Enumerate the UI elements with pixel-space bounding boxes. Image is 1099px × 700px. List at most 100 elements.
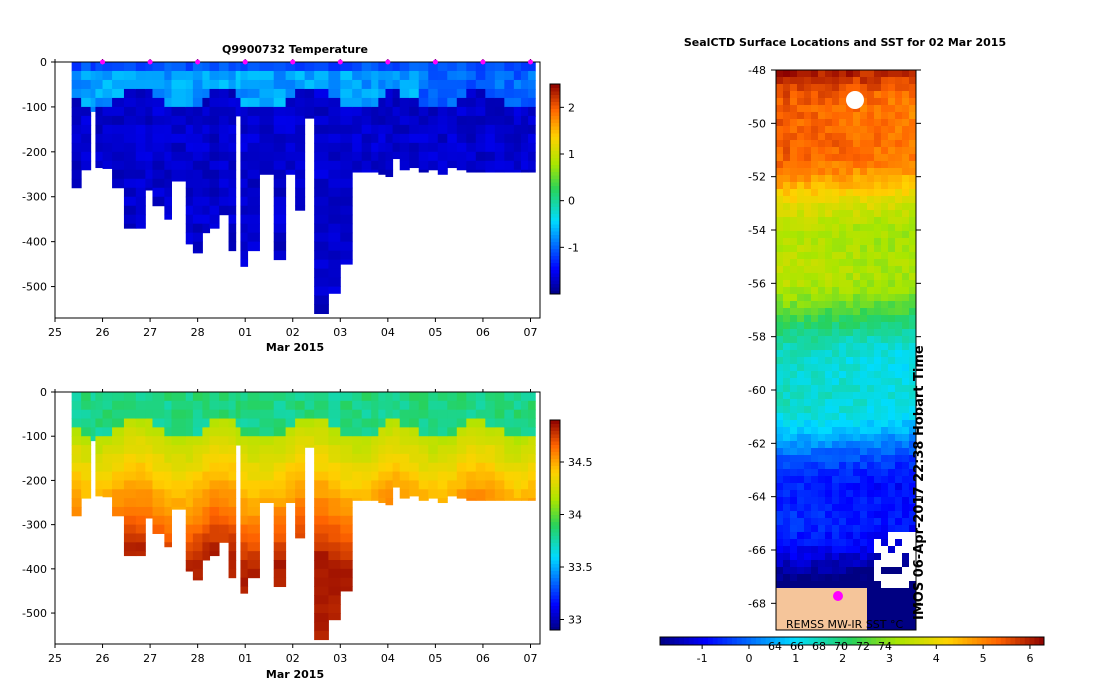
seal-location-marker	[833, 591, 843, 601]
sst-pixel	[860, 294, 868, 302]
section-cell	[361, 142, 372, 153]
sst-pixel	[888, 392, 896, 400]
section-cell	[273, 551, 287, 561]
section-cell	[295, 79, 306, 90]
section-cell	[71, 445, 82, 455]
sst-pixel	[902, 301, 910, 309]
sst-pixel	[881, 532, 889, 540]
sst-pixel	[776, 175, 784, 183]
section-cell	[456, 409, 467, 420]
section-cell	[399, 462, 410, 473]
section-cell	[520, 462, 529, 473]
sst-pixel	[832, 350, 840, 358]
section-cell	[328, 88, 341, 99]
section-cell	[247, 223, 260, 234]
sst-pixel	[909, 434, 917, 442]
section-cell	[371, 169, 379, 173]
sst-pixel	[888, 231, 896, 239]
section-cell	[385, 115, 394, 126]
section-cell	[304, 79, 315, 90]
section-cell	[219, 436, 230, 446]
sst-colorbar: -1 0 1 2 3 4 5 664 66 68 70 72 74	[659, 636, 1045, 665]
colorbar-tick-label: 1	[568, 148, 575, 161]
colorbar-segment	[550, 616, 560, 620]
sst-pixel	[797, 287, 805, 295]
section-cell	[171, 133, 187, 144]
section-cell	[328, 70, 341, 81]
section-cell	[192, 214, 203, 225]
section-cell	[192, 498, 203, 508]
section-cell	[295, 62, 306, 72]
section-cell	[247, 196, 260, 207]
section-cell	[385, 445, 394, 455]
sst-pixel	[783, 259, 791, 267]
section-cell	[409, 392, 420, 402]
sst-pixel	[867, 399, 875, 407]
sst-pixel	[902, 525, 910, 533]
section-cell	[399, 418, 410, 428]
section-cell	[520, 427, 529, 437]
sst-pixel	[832, 77, 840, 85]
section-cell	[295, 480, 306, 490]
sst-pixel	[895, 84, 903, 92]
sst-pixel	[853, 84, 861, 92]
sst-pixel	[811, 301, 819, 309]
sst-pixel	[776, 525, 784, 533]
section-cell	[361, 409, 372, 420]
section-cell	[240, 392, 249, 402]
sst-pixel	[888, 301, 896, 309]
sst-pixel	[874, 616, 882, 624]
sst-pixel	[853, 427, 861, 435]
sst-pixel	[888, 560, 896, 568]
sst-pixel	[790, 140, 798, 148]
section-cell	[447, 489, 458, 497]
section-cell	[90, 88, 96, 99]
section-cell	[520, 106, 529, 117]
section-cell	[456, 436, 467, 446]
section-cell	[152, 196, 165, 207]
sst-pixel	[776, 112, 784, 120]
section-cell	[273, 577, 287, 588]
section-cell	[273, 409, 287, 420]
sst-pixel	[888, 623, 896, 631]
sst-pixel	[783, 525, 791, 533]
sst-pixel	[790, 616, 798, 624]
section-cell	[247, 169, 260, 180]
section-cell	[528, 445, 536, 455]
sst-pixel	[881, 168, 889, 176]
sst-pixel	[797, 490, 805, 498]
sst-pixel	[867, 322, 875, 330]
section-cell	[81, 151, 92, 162]
section-cell	[152, 178, 165, 189]
section-cell	[90, 97, 96, 108]
sst-pixel	[881, 560, 889, 568]
section-cell	[171, 106, 187, 117]
sst-pixel	[783, 483, 791, 491]
section-cell	[485, 88, 496, 99]
section-cell	[135, 88, 146, 99]
sst-pixel	[776, 364, 784, 372]
section-cell	[340, 232, 353, 243]
sst-pixel	[811, 518, 819, 526]
section-cell	[145, 160, 153, 171]
sst-pixel	[776, 406, 784, 414]
sst-pixel	[839, 91, 847, 99]
sst-pixel	[790, 399, 798, 407]
section-cell	[164, 169, 172, 180]
section-cell	[409, 70, 420, 81]
sst-pixel	[790, 532, 798, 540]
sst-pixel	[902, 560, 910, 568]
sst-pixel	[818, 329, 826, 337]
section-cell	[228, 427, 237, 437]
sst-pixel	[818, 182, 826, 190]
sst-pixel	[783, 420, 791, 428]
sst-pixel	[804, 203, 812, 211]
section-cell	[240, 70, 249, 81]
section-cell	[240, 133, 249, 144]
section-cell	[81, 133, 92, 144]
sst-pixel	[867, 161, 875, 169]
sst-pixel	[825, 245, 833, 253]
sst-pixel	[902, 364, 910, 372]
sst-pixel	[895, 119, 903, 127]
section-cell	[202, 409, 211, 420]
